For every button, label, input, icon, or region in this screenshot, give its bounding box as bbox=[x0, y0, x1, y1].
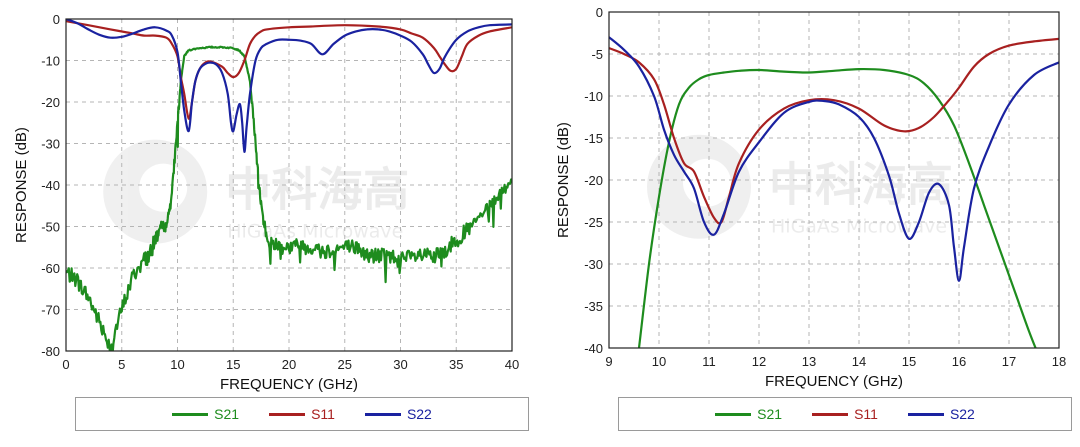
y-tick-label: -20 bbox=[41, 95, 60, 110]
series-group bbox=[609, 36, 1059, 348]
y-axis-label: RESPONSE (dB) bbox=[13, 127, 30, 243]
y-tick-label: -15 bbox=[584, 131, 603, 146]
x-tick-label: 12 bbox=[752, 354, 766, 369]
watermark-text: 中科海高 bbox=[769, 158, 953, 212]
watermark-subtext: HiGaAs Microwave bbox=[227, 221, 403, 243]
y-tick-label: -40 bbox=[584, 341, 603, 356]
x-tick-label: 20 bbox=[282, 357, 296, 372]
series-line-s21 bbox=[66, 45, 512, 351]
x-tick-label: 17 bbox=[1002, 354, 1016, 369]
x-tick-label: 16 bbox=[952, 354, 966, 369]
grid bbox=[66, 19, 512, 351]
legend-label-s21: S21 bbox=[214, 406, 240, 422]
y-tick-label: 0 bbox=[596, 5, 603, 20]
watermark-logo bbox=[103, 139, 208, 244]
y-tick-label: -60 bbox=[41, 261, 60, 276]
legend-swatch-s21 bbox=[172, 412, 209, 416]
y-tick-label: -10 bbox=[41, 54, 60, 69]
legend-item-s22: S22 bbox=[907, 406, 975, 422]
x-tick-label: 30 bbox=[393, 357, 407, 372]
y-tick-label: -80 bbox=[41, 344, 60, 359]
x-axis-label: FREQUENCY (GHz) bbox=[220, 376, 358, 393]
series-line-s22 bbox=[609, 36, 1059, 282]
y-tick-label: -20 bbox=[584, 173, 603, 188]
legend-label-s21: S21 bbox=[757, 406, 783, 422]
x-tick-label: 14 bbox=[852, 354, 866, 369]
series-line-s11 bbox=[66, 20, 512, 120]
legend-item-s21: S21 bbox=[172, 406, 239, 422]
y-tick-label: -5 bbox=[591, 47, 603, 62]
x-tick-label: 5 bbox=[118, 357, 125, 372]
series-line-s11 bbox=[609, 37, 1059, 225]
plot-frame bbox=[65, 18, 513, 352]
legend-item-s21: S21 bbox=[715, 406, 782, 422]
watermark-logo-inner bbox=[139, 163, 188, 212]
watermark: 中科海高 HiGaAs Microwave bbox=[103, 139, 409, 244]
left-chart-panel: 中科海高 HiGaAs Microwave 0 5 10 15 20 25 30 35 40 0 -10… bbox=[13, 12, 529, 431]
y-tick-label: -70 bbox=[41, 303, 60, 318]
legend-item-s22: S22 bbox=[364, 406, 432, 422]
watermark-text: 中科海高 bbox=[225, 163, 409, 217]
x-tick-label: 10 bbox=[170, 357, 184, 372]
series-line-s21 bbox=[637, 67, 1037, 348]
legend-label-s11: S11 bbox=[311, 406, 335, 422]
tick-labels: 0 5 10 15 20 25 30 35 40 0 -10 -20 -30 -40 -50 -60 -70 -8… bbox=[41, 12, 519, 372]
legend-label-s22: S22 bbox=[949, 406, 975, 422]
legend-item-s11: S11 bbox=[812, 406, 878, 422]
x-axis-label: FREQUENCY (GHz) bbox=[765, 373, 903, 390]
plot-frame bbox=[608, 11, 1060, 349]
legend-swatch-s11 bbox=[812, 412, 849, 416]
x-tick-label: 10 bbox=[652, 354, 666, 369]
legend-swatch-s22 bbox=[907, 412, 944, 416]
y-axis-label: RESPONSE (dB) bbox=[555, 122, 572, 238]
y-tick-label: -10 bbox=[584, 89, 603, 104]
right-legend: S21 S11 S22 bbox=[618, 397, 1072, 431]
x-tick-label: 11 bbox=[702, 354, 716, 369]
y-tick-label: -25 bbox=[584, 215, 603, 230]
watermark-subtext: HiGaAs Microwave bbox=[771, 216, 947, 238]
x-tick-label: 13 bbox=[802, 354, 816, 369]
right-chart-panel: 中科海高 HiGaAs Microwave 9 10 11 12 13 14 15 16 17 18 0… bbox=[540, 0, 1080, 447]
x-tick-label: 15 bbox=[226, 357, 240, 372]
x-tick-label: 18 bbox=[1052, 354, 1066, 369]
left-chart: 中科海高 HiGaAs Microwave 0 5 10 15 20 25 30 35 40 0 -10… bbox=[13, 12, 519, 393]
y-tick-label: 0 bbox=[53, 12, 60, 27]
legend-swatch-s21 bbox=[715, 412, 752, 416]
x-tick-label: 9 bbox=[605, 354, 612, 369]
x-tick-label: 35 bbox=[449, 357, 463, 372]
y-tick-label: -30 bbox=[41, 137, 60, 152]
legend-item-s11: S11 bbox=[269, 406, 335, 422]
right-chart: 中科海高 HiGaAs Microwave 9 10 11 12 13 14 15 16 17 18 0… bbox=[555, 5, 1066, 390]
series-group bbox=[66, 19, 512, 351]
left-legend: S21 S11 S22 bbox=[75, 397, 529, 431]
legend-label-s11: S11 bbox=[854, 406, 878, 422]
y-tick-label: -35 bbox=[584, 299, 603, 314]
series-line-s22 bbox=[66, 19, 512, 153]
x-tick-label: 25 bbox=[338, 357, 352, 372]
legend-label-s22: S22 bbox=[406, 406, 432, 422]
tick-labels: 9 10 11 12 13 14 15 16 17 18 0 -5 -10 -15 -20 -25 -30 -35… bbox=[584, 5, 1066, 369]
x-tick-label: 0 bbox=[62, 357, 69, 372]
x-tick-label: 15 bbox=[902, 354, 916, 369]
y-tick-label: -30 bbox=[584, 257, 603, 272]
x-tick-label: 40 bbox=[505, 357, 519, 372]
legend-swatch-s11 bbox=[269, 412, 306, 416]
y-tick-label: -40 bbox=[41, 178, 60, 193]
legend-swatch-s22 bbox=[364, 412, 401, 416]
y-tick-label: -50 bbox=[41, 220, 60, 235]
